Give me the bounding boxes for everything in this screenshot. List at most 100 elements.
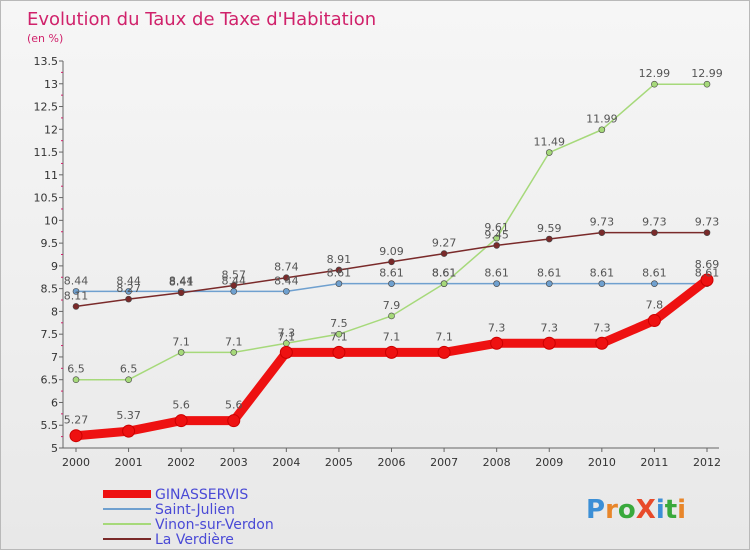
y-tick-label: 7 bbox=[51, 351, 58, 364]
data-point bbox=[703, 80, 711, 88]
data-label: 7.1 bbox=[278, 330, 296, 343]
data-point bbox=[598, 280, 606, 287]
y-tick-label: 7.5 bbox=[41, 328, 59, 341]
x-tick-label: 2000 bbox=[62, 456, 90, 469]
data-point bbox=[72, 303, 80, 310]
data-point bbox=[493, 280, 500, 287]
data-label: 7.1 bbox=[435, 330, 453, 343]
data-point bbox=[388, 280, 395, 287]
data-label: 9.09 bbox=[379, 245, 404, 258]
data-point bbox=[335, 266, 343, 274]
data-label: 8.61 bbox=[484, 267, 509, 280]
y-tick-label: 5.5 bbox=[41, 419, 59, 432]
data-point bbox=[651, 280, 658, 287]
data-point bbox=[545, 280, 553, 287]
y-tick-label: 11 bbox=[44, 169, 58, 182]
data-point bbox=[493, 234, 500, 242]
y-tick-label: 5 bbox=[51, 442, 58, 455]
x-tick-label: 2003 bbox=[220, 456, 248, 469]
data-label: 9.73 bbox=[642, 216, 667, 229]
data-label: 8.61 bbox=[432, 267, 457, 280]
data-point bbox=[388, 312, 395, 320]
data-label: 7.5 bbox=[330, 317, 348, 330]
data-label: 7.3 bbox=[593, 321, 611, 334]
data-label: 8.44 bbox=[169, 274, 194, 287]
data-label: 7.1 bbox=[172, 335, 190, 348]
data-label: 8.61 bbox=[327, 267, 352, 280]
data-label: 12.99 bbox=[691, 67, 723, 80]
data-point bbox=[545, 235, 553, 243]
data-point bbox=[177, 289, 185, 297]
data-label: 12.99 bbox=[639, 67, 671, 80]
data-label: 7.3 bbox=[541, 321, 559, 334]
data-label: 5.37 bbox=[116, 409, 141, 422]
data-label: 5.6 bbox=[172, 399, 190, 412]
data-point bbox=[598, 126, 606, 134]
legend-label: Vinon-sur-Verdon bbox=[155, 517, 274, 533]
data-label: 9.45 bbox=[484, 228, 509, 241]
y-tick-label: 9 bbox=[51, 260, 58, 273]
data-point bbox=[440, 250, 448, 257]
chart-title: Evolution du Taux de Taxe d'Habitation bbox=[27, 9, 376, 30]
data-point bbox=[388, 258, 395, 266]
x-tick-label: 2004 bbox=[272, 456, 300, 469]
data-point bbox=[227, 414, 241, 428]
data-point bbox=[125, 295, 132, 303]
data-point bbox=[490, 336, 504, 350]
data-point bbox=[703, 229, 711, 236]
data-point bbox=[493, 242, 500, 249]
data-label: 8.69 bbox=[695, 258, 720, 271]
logo-letter: i bbox=[677, 495, 686, 525]
logo-letter: i bbox=[656, 495, 665, 525]
data-label: 8.61 bbox=[537, 267, 562, 280]
data-point bbox=[332, 345, 346, 359]
data-point bbox=[125, 376, 132, 384]
y-tick-label: 6.5 bbox=[41, 374, 59, 387]
data-point bbox=[335, 280, 343, 287]
data-label: 6.5 bbox=[120, 363, 138, 376]
data-point bbox=[542, 336, 556, 350]
data-point bbox=[437, 345, 451, 359]
logo-letter: t bbox=[665, 495, 677, 525]
data-point bbox=[230, 282, 238, 289]
data-label: 8.41 bbox=[169, 276, 194, 289]
y-tick-label: 11.5 bbox=[34, 146, 59, 159]
data-point bbox=[125, 288, 132, 295]
y-tick-label: 8.5 bbox=[41, 283, 59, 296]
data-label: 8.44 bbox=[222, 274, 247, 287]
data-label: 8.61 bbox=[379, 267, 404, 280]
x-tick-label: 2007 bbox=[430, 456, 458, 469]
data-label: 7.8 bbox=[646, 299, 664, 312]
data-label: 9.73 bbox=[695, 216, 720, 229]
x-tick-label: 2006 bbox=[378, 456, 406, 469]
data-point bbox=[69, 429, 83, 443]
data-point bbox=[651, 229, 658, 236]
data-label: 8.61 bbox=[590, 267, 615, 280]
data-label: 8.11 bbox=[64, 289, 89, 302]
data-label: 7.1 bbox=[383, 330, 401, 343]
y-tick-label: 13 bbox=[44, 78, 58, 91]
data-point bbox=[174, 414, 188, 428]
data-label: 8.61 bbox=[695, 267, 720, 280]
data-label: 8.44 bbox=[116, 274, 141, 287]
data-label: 9.59 bbox=[537, 222, 562, 235]
x-tick-label: 2009 bbox=[535, 456, 563, 469]
data-label: 8.44 bbox=[64, 274, 89, 287]
data-label: 5.6 bbox=[225, 399, 243, 412]
x-tick-label: 2001 bbox=[115, 456, 143, 469]
data-point bbox=[279, 345, 293, 359]
axes: 5 5.5 6 6.5 7 7.5 8 8.5 9 9.5 10 10.5 11 11.5 12 12.5 13… bbox=[34, 55, 722, 469]
data-label: 8.44 bbox=[274, 274, 299, 287]
data-point bbox=[283, 288, 290, 295]
data-label: 7.1 bbox=[330, 330, 348, 343]
data-label: 9.61 bbox=[484, 221, 509, 234]
data-label: 5.27 bbox=[64, 414, 89, 427]
y-tick-label: 6 bbox=[51, 396, 58, 409]
y-tick-label: 13.5 bbox=[34, 55, 59, 68]
data-point bbox=[647, 314, 661, 328]
y-tick-label: 9.5 bbox=[41, 237, 59, 250]
data-point bbox=[595, 336, 609, 350]
data-labels: 8.44 8.44 8.44 8.44 8.44 8.61 8.61 8.61 8.61 8.61… bbox=[64, 67, 723, 426]
